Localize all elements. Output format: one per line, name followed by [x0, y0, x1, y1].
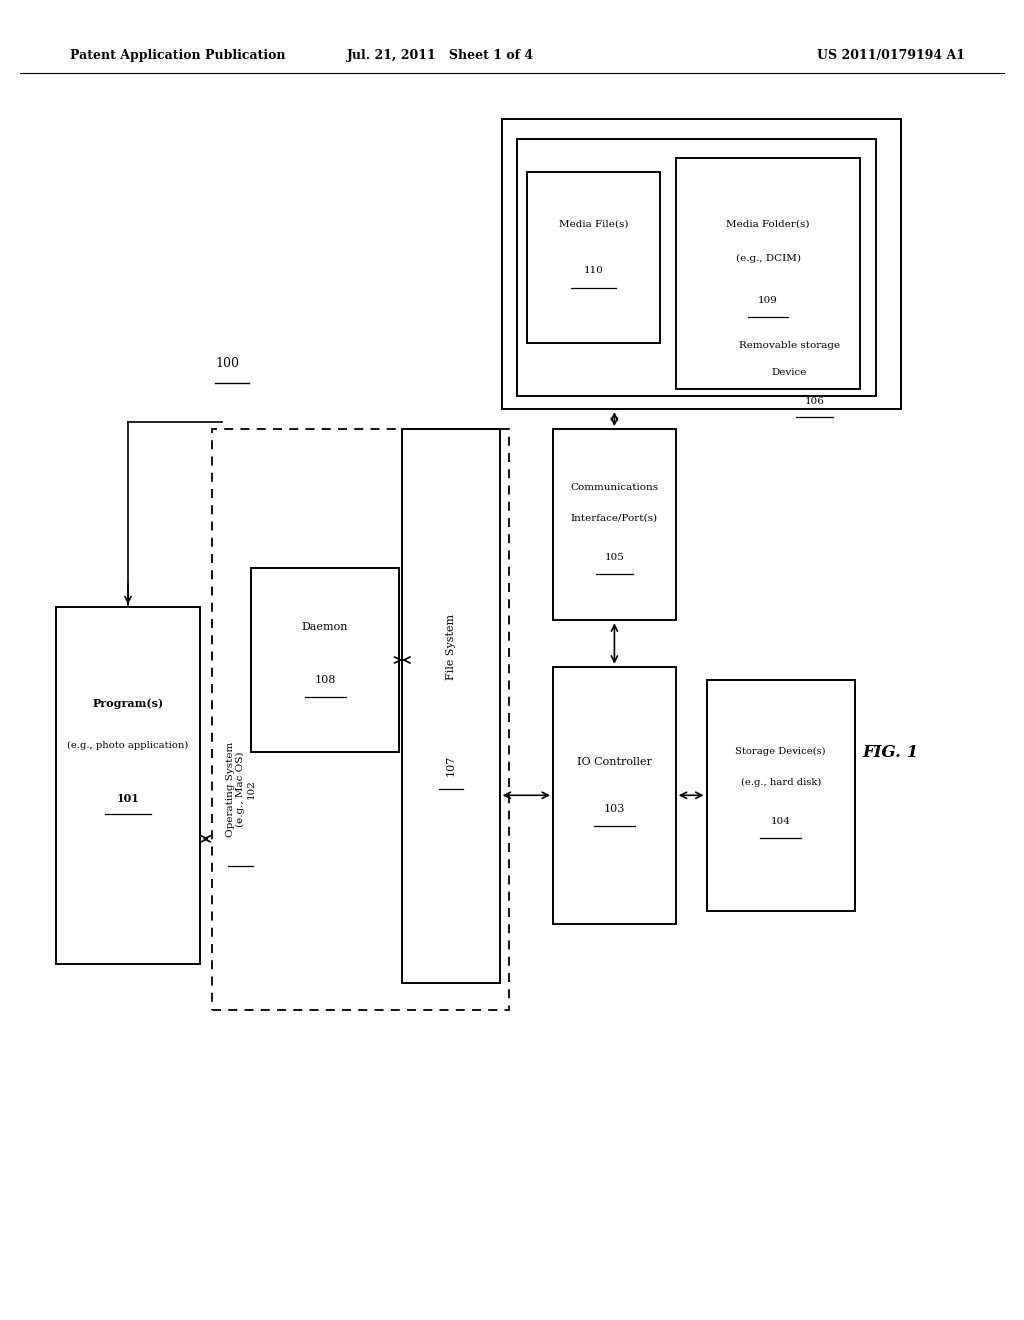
- Text: Device: Device: [772, 368, 807, 376]
- Bar: [502, 119, 901, 409]
- Text: 105: 105: [604, 553, 625, 562]
- Text: Communications: Communications: [570, 483, 658, 492]
- Text: Daemon: Daemon: [302, 622, 348, 632]
- Bar: [56, 607, 200, 964]
- Bar: [707, 680, 855, 911]
- Text: Removable storage: Removable storage: [738, 342, 840, 350]
- Bar: [402, 429, 500, 983]
- Text: (e.g., photo application): (e.g., photo application): [68, 742, 188, 750]
- Text: Patent Application Publication: Patent Application Publication: [70, 49, 285, 62]
- Text: 104: 104: [771, 817, 791, 826]
- Bar: [553, 667, 676, 924]
- Text: (e.g., DCIM): (e.g., DCIM): [735, 253, 801, 263]
- Text: Jul. 21, 2011   Sheet 1 of 4: Jul. 21, 2011 Sheet 1 of 4: [347, 49, 534, 62]
- Bar: [676, 158, 860, 389]
- Text: Program(s): Program(s): [92, 698, 164, 709]
- Bar: [517, 139, 876, 396]
- Text: 100: 100: [215, 356, 239, 370]
- Text: File System: File System: [446, 614, 456, 680]
- Bar: [212, 429, 509, 1010]
- Text: 109: 109: [758, 296, 778, 305]
- Text: Media Folder(s): Media Folder(s): [726, 219, 810, 228]
- Text: Media File(s): Media File(s): [559, 220, 629, 228]
- Bar: [553, 429, 676, 620]
- Text: 110: 110: [584, 267, 604, 275]
- Text: Operating System
(e.g., Mac OS)
102: Operating System (e.g., Mac OS) 102: [225, 742, 256, 837]
- Text: 106: 106: [805, 397, 825, 405]
- Bar: [527, 172, 660, 343]
- Text: 107: 107: [446, 755, 456, 776]
- Text: FIG. 1: FIG. 1: [863, 744, 919, 760]
- Text: Storage Device(s): Storage Device(s): [735, 747, 826, 756]
- Text: (e.g., hard disk): (e.g., hard disk): [740, 777, 821, 787]
- Text: 101: 101: [117, 793, 139, 804]
- Bar: [251, 568, 399, 752]
- Text: Interface/Port(s): Interface/Port(s): [570, 513, 658, 523]
- Text: IO Controller: IO Controller: [577, 758, 652, 767]
- Text: US 2011/0179194 A1: US 2011/0179194 A1: [817, 49, 965, 62]
- Text: 108: 108: [314, 675, 336, 685]
- Text: 103: 103: [604, 804, 625, 813]
